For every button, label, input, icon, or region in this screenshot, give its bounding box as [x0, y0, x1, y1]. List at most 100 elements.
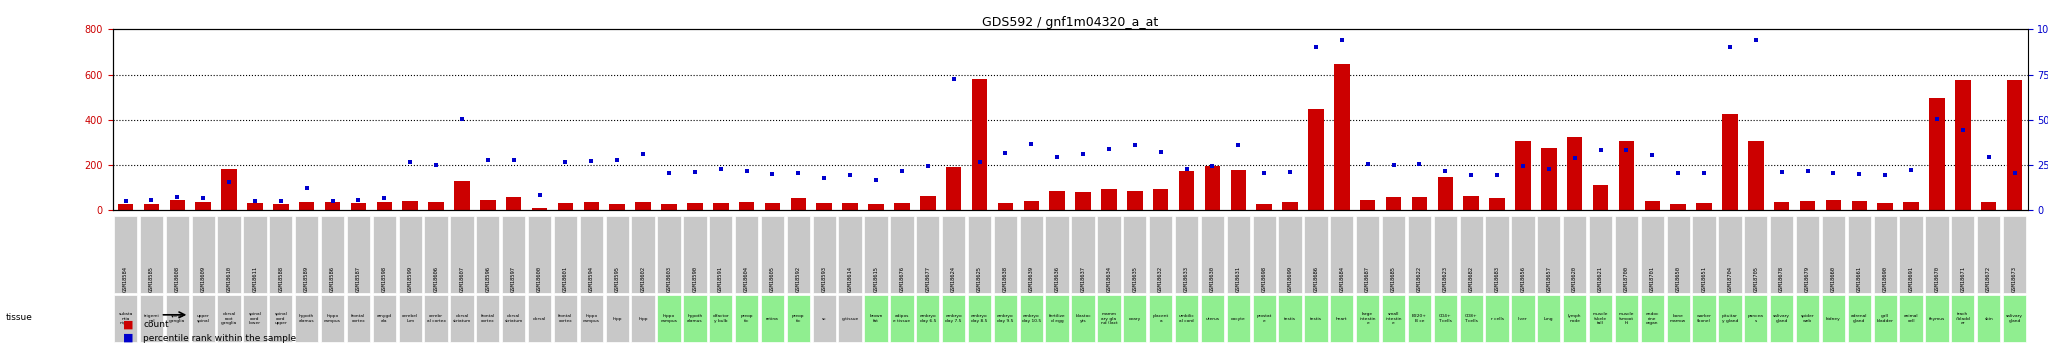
Text: GSM18590: GSM18590 [692, 266, 698, 292]
Bar [1800, 201, 1815, 210]
Bar [217, 217, 242, 293]
Bar [295, 217, 317, 293]
Bar [477, 295, 500, 342]
Text: GSM18670: GSM18670 [1935, 266, 1939, 292]
Bar [326, 202, 340, 210]
Text: GSM18607: GSM18607 [459, 266, 465, 292]
Bar [1149, 217, 1171, 293]
Bar [1718, 217, 1741, 293]
Text: spider
web: spider web [1800, 314, 1815, 323]
Bar [1098, 295, 1120, 342]
Bar [1024, 201, 1038, 210]
Point [885, 168, 918, 174]
Bar [895, 203, 909, 210]
Bar [428, 202, 444, 210]
Text: preop
tic: preop tic [741, 314, 754, 323]
Bar [1980, 202, 1997, 210]
Bar [688, 203, 702, 210]
Text: r cells: r cells [1491, 317, 1503, 321]
Bar [1823, 217, 1845, 293]
Bar [424, 295, 449, 342]
Text: pancea
s: pancea s [1747, 314, 1763, 323]
Point [1067, 151, 1100, 157]
Text: dorsal: dorsal [532, 317, 547, 321]
Bar [2003, 217, 2025, 293]
Text: embryo
day 9.5: embryo day 9.5 [997, 314, 1014, 323]
Text: GSM18625: GSM18625 [977, 266, 981, 292]
Text: GSM18586: GSM18586 [330, 266, 336, 292]
Bar [606, 295, 629, 342]
Point [135, 197, 168, 202]
Point [1532, 166, 1565, 171]
Point [782, 170, 815, 176]
Bar [657, 295, 680, 342]
Bar [455, 181, 469, 210]
Text: percentile rank within the sample: percentile rank within the sample [143, 334, 297, 343]
Text: GSM18650: GSM18650 [1675, 266, 1681, 292]
Bar [1589, 295, 1612, 342]
Bar [631, 217, 655, 293]
Bar [373, 295, 395, 342]
Point [446, 116, 479, 121]
Bar [584, 202, 600, 210]
Text: thymus: thymus [1929, 317, 1946, 321]
Bar [1489, 198, 1505, 210]
Bar [739, 202, 754, 210]
Bar [1769, 295, 1794, 342]
Text: hipp: hipp [612, 317, 623, 321]
Bar [1825, 199, 1841, 210]
Text: dorsal
striatum: dorsal striatum [504, 314, 522, 323]
Bar [993, 217, 1018, 293]
Bar [1044, 217, 1069, 293]
Text: GSM18672: GSM18672 [1987, 266, 1991, 292]
Bar [1511, 295, 1534, 342]
Bar [709, 295, 733, 342]
Bar [813, 217, 836, 293]
Bar [662, 204, 676, 210]
Point [834, 172, 866, 178]
Text: GSM18587: GSM18587 [356, 266, 360, 292]
Point [1999, 170, 2032, 176]
Text: embryo
day 6.5: embryo day 6.5 [920, 314, 936, 323]
Bar [1878, 203, 1892, 210]
Bar [268, 217, 293, 293]
Text: skin: skin [1985, 317, 1993, 321]
Point [186, 196, 219, 201]
Bar [1227, 295, 1249, 342]
Point [1169, 166, 1202, 171]
Bar [1200, 295, 1225, 342]
Text: frontal
cortex: frontal cortex [352, 314, 367, 323]
Text: adipos
e tissue: adipos e tissue [893, 314, 911, 323]
Point [393, 159, 426, 165]
Bar [1671, 204, 1686, 210]
Bar [631, 295, 655, 342]
Bar [1618, 141, 1634, 210]
Bar [399, 217, 422, 293]
Point [1223, 142, 1255, 148]
Bar [1204, 166, 1221, 210]
Point [807, 175, 840, 180]
Bar [1098, 217, 1120, 293]
Point [627, 151, 659, 157]
Text: worker
(bone): worker (bone) [1696, 314, 1712, 323]
Text: GSM18679: GSM18679 [1804, 266, 1810, 292]
Point [109, 198, 141, 204]
Text: GSM18630: GSM18630 [1210, 266, 1214, 292]
Text: frontal
cortex: frontal cortex [481, 314, 496, 323]
Bar [786, 217, 811, 293]
Point [1739, 37, 1772, 42]
Bar [1718, 295, 1741, 342]
Text: CD4+
T cells: CD4+ T cells [1438, 314, 1452, 323]
Text: olfactor
y bulb: olfactor y bulb [713, 314, 729, 323]
Text: GSM18595: GSM18595 [614, 266, 621, 292]
Bar [1925, 295, 1948, 342]
Bar [1464, 196, 1479, 210]
Text: retina: retina [766, 317, 778, 321]
Bar [709, 217, 733, 293]
Bar [1796, 217, 1819, 293]
Text: upper
spinal: upper spinal [197, 314, 209, 323]
Text: GSM18704: GSM18704 [1726, 266, 1733, 292]
Bar [1044, 295, 1069, 342]
Text: gall
bladder: gall bladder [1876, 314, 1894, 323]
Text: GSM18624: GSM18624 [950, 266, 956, 292]
